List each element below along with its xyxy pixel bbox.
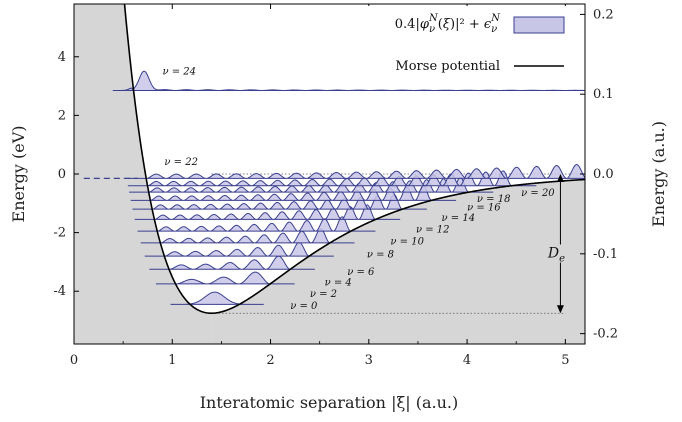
y2-tick-label-0: -0.2	[593, 327, 618, 342]
level-label-nu-2: ν = 2	[310, 289, 337, 300]
level-label-nu-12: ν = 12	[416, 225, 450, 236]
legend-wavefunction-sub-nu-2: ν	[491, 24, 497, 35]
wavefunction-nu-10	[137, 216, 376, 232]
y-axis-title: Energy (eV)	[9, 126, 28, 223]
level-label-nu-6: ν = 6	[347, 267, 375, 278]
wavefunction-nu-0	[170, 291, 264, 305]
de-label-subscript: e	[559, 254, 565, 265]
legend-wavefunction-sub-nu: ν	[429, 24, 435, 35]
x-tick-label-5: 5	[561, 353, 569, 368]
de-arrow-head-top	[556, 174, 564, 182]
level-label-nu-24: ν = 24	[162, 66, 196, 77]
y-tick-label-3: 2	[58, 108, 66, 123]
forbidden-region-shade	[74, 4, 212, 344]
level-label-nu-10: ν = 10	[390, 236, 424, 247]
legend-wavefunction-part-2: (	[438, 17, 443, 32]
legend-label-morse: Morse potential	[395, 59, 500, 74]
legend-wavefunction-part-3: )|² +	[450, 17, 484, 32]
wavefunction-nu-24	[112, 70, 585, 91]
legend: 0.4|φνN(ξ)|² + ϵνN Morse potential	[318, 6, 580, 86]
axes: 0 1 2 3 4 5 -4 -2 0 2 4 -0.2 -0.1 0.0 0.1 0.2	[53, 4, 618, 368]
legend-wavefunction-part-1: 0.4|	[395, 17, 420, 32]
legend-wavefunction-phi: φ	[420, 17, 430, 32]
x-tick-label-3: 3	[365, 353, 373, 368]
de-arrow-head-bottom	[556, 305, 564, 314]
wavefunction-nu-4	[149, 255, 315, 270]
morse-potential-curve	[123, 4, 585, 315]
level-labels: ν = 0ν = 2ν = 4ν = 6ν = 8ν = 10ν = 12ν =…	[162, 66, 555, 311]
wavefunction-nu-6	[144, 241, 334, 257]
dissociation-energy-marker: De	[547, 174, 573, 314]
y-tick-label-1: -2	[53, 226, 66, 241]
legend-label-wavefunction: 0.4|φνN(ξ)|² + ϵνN	[395, 13, 501, 35]
x-tick-label-1: 1	[168, 353, 176, 368]
level-label-nu-22: ν = 22	[164, 157, 198, 168]
wavefunction-nu-16	[130, 185, 457, 201]
level-label-nu-14: ν = 14	[442, 213, 476, 224]
level-label-nu-8: ν = 8	[367, 250, 394, 261]
x-axis-title: Interatomic separation |ξ| (a.u.)	[200, 393, 459, 412]
y-tick-label-4: 4	[58, 50, 66, 65]
x-tick-label-0: 0	[70, 353, 78, 368]
legend-wavefunction-sup-n-2: N	[490, 13, 501, 24]
wavefunction-nu-22	[126, 164, 585, 179]
y2-axis-title: Energy (a.u.)	[649, 121, 668, 227]
level-label-nu-4: ν = 4	[325, 277, 352, 288]
legend-wavefunction-xi: ξ	[443, 17, 451, 32]
legend-wavefunction-sup-n: N	[428, 13, 439, 24]
wavefunction-nu-20	[127, 170, 537, 187]
y-tick-label-2: 0	[58, 167, 66, 182]
y2-tick-label-1: -0.1	[593, 247, 618, 262]
y-tick-label-0: -4	[53, 284, 66, 299]
legend-wavefunction-epsilon: ϵ	[484, 17, 492, 32]
y2-tick-label-2: 0.0	[593, 167, 614, 182]
x-tick-label-4: 4	[463, 353, 471, 368]
y2-tick-label-4: 0.2	[593, 7, 614, 22]
level-label-nu-20: ν = 20	[521, 188, 555, 199]
wavefunctions	[112, 70, 585, 305]
y2-tick-label-3: 0.1	[593, 87, 614, 102]
wavefunction-nu-2	[155, 271, 295, 285]
x-tick-label-2: 2	[266, 353, 274, 368]
legend-swatch-wavefunction	[513, 16, 565, 34]
de-label-background	[548, 244, 573, 263]
level-label-nu-0: ν = 0	[290, 301, 318, 312]
level-label-nu-16: ν = 16	[467, 203, 501, 214]
potential-well-shade	[211, 179, 585, 344]
wavefunction-nu-18	[129, 176, 494, 193]
level-label-nu-18: ν = 18	[477, 194, 511, 205]
